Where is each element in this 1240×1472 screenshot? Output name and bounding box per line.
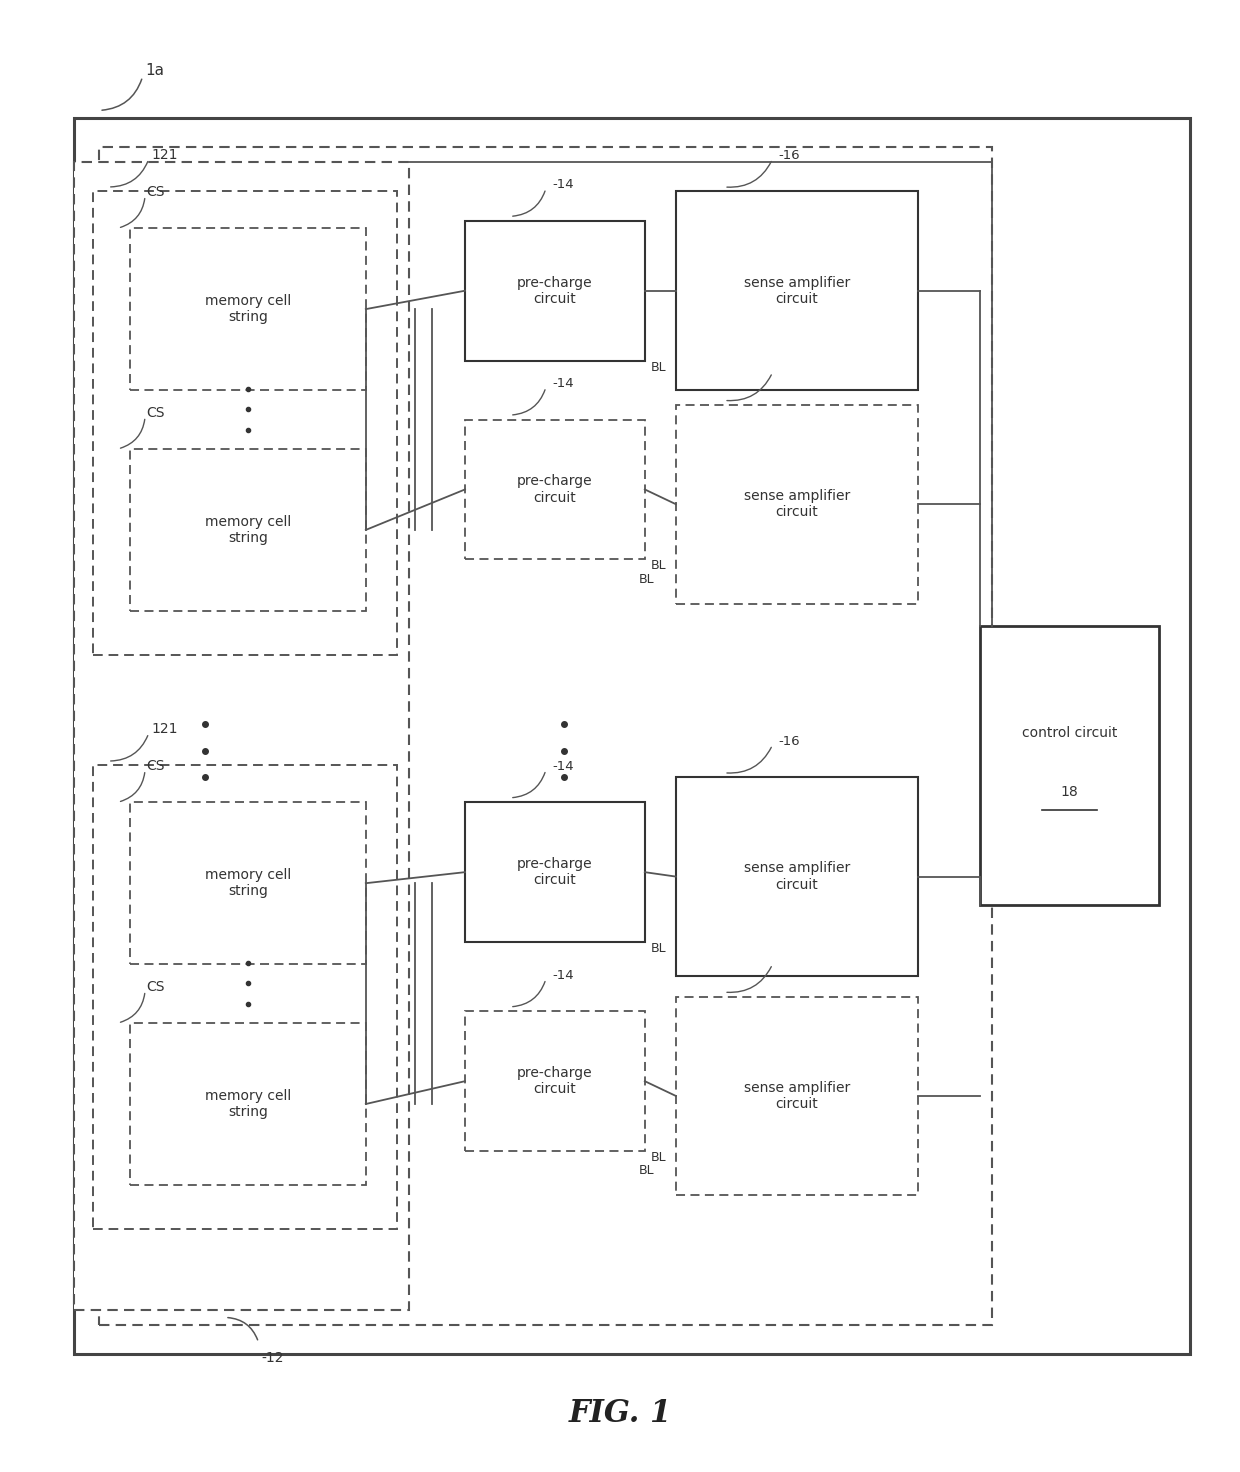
Text: -16: -16 xyxy=(779,149,800,162)
Bar xyxy=(93,191,397,655)
Text: pre-charge
circuit: pre-charge circuit xyxy=(517,275,593,306)
Text: -14: -14 xyxy=(552,377,574,390)
Text: 18: 18 xyxy=(1060,785,1079,799)
Text: BL: BL xyxy=(651,1151,667,1164)
Bar xyxy=(465,420,645,559)
Text: -16: -16 xyxy=(779,362,800,375)
Text: memory cell
string: memory cell string xyxy=(205,868,291,898)
Text: memory cell
string: memory cell string xyxy=(205,515,291,545)
Bar xyxy=(74,162,409,1310)
Text: pre-charge
circuit: pre-charge circuit xyxy=(517,1066,593,1097)
Bar xyxy=(465,802,645,942)
Text: -14: -14 xyxy=(552,178,574,191)
Text: sense amplifier
circuit: sense amplifier circuit xyxy=(744,1080,849,1111)
Bar xyxy=(130,228,366,390)
Text: CS: CS xyxy=(146,758,165,773)
Text: FIG. 1: FIG. 1 xyxy=(568,1397,672,1429)
Text: memory cell
string: memory cell string xyxy=(205,1089,291,1119)
Text: BL: BL xyxy=(651,942,667,955)
Text: control circuit: control circuit xyxy=(1022,726,1117,740)
Text: -16: -16 xyxy=(779,735,800,748)
Bar xyxy=(130,802,366,964)
Text: -14: -14 xyxy=(552,969,574,982)
Text: pre-charge
circuit: pre-charge circuit xyxy=(517,474,593,505)
Text: memory cell
string: memory cell string xyxy=(205,294,291,324)
Text: BL: BL xyxy=(651,559,667,573)
Bar xyxy=(676,191,918,390)
Bar xyxy=(74,118,1190,1354)
Text: -12: -12 xyxy=(262,1351,284,1366)
Bar xyxy=(130,1023,366,1185)
Text: 121: 121 xyxy=(151,147,177,162)
Text: -16: -16 xyxy=(779,954,800,967)
Text: -14: -14 xyxy=(552,760,574,773)
Bar xyxy=(465,221,645,361)
Text: 121: 121 xyxy=(151,721,177,736)
Text: CS: CS xyxy=(146,184,165,199)
Bar xyxy=(465,1011,645,1151)
Text: pre-charge
circuit: pre-charge circuit xyxy=(517,857,593,888)
Text: sense amplifier
circuit: sense amplifier circuit xyxy=(744,275,849,306)
Bar xyxy=(99,147,992,1325)
Bar xyxy=(676,405,918,604)
Bar xyxy=(980,626,1159,905)
Text: 1a: 1a xyxy=(145,63,164,78)
Text: BL: BL xyxy=(639,1164,655,1178)
Bar xyxy=(93,765,397,1229)
Text: BL: BL xyxy=(651,361,667,374)
Bar xyxy=(130,449,366,611)
Text: sense amplifier
circuit: sense amplifier circuit xyxy=(744,861,849,892)
Text: CS: CS xyxy=(146,979,165,994)
Bar xyxy=(676,997,918,1195)
Text: CS: CS xyxy=(146,405,165,420)
Bar xyxy=(676,777,918,976)
Text: sense amplifier
circuit: sense amplifier circuit xyxy=(744,489,849,520)
Text: BL: BL xyxy=(639,573,655,586)
